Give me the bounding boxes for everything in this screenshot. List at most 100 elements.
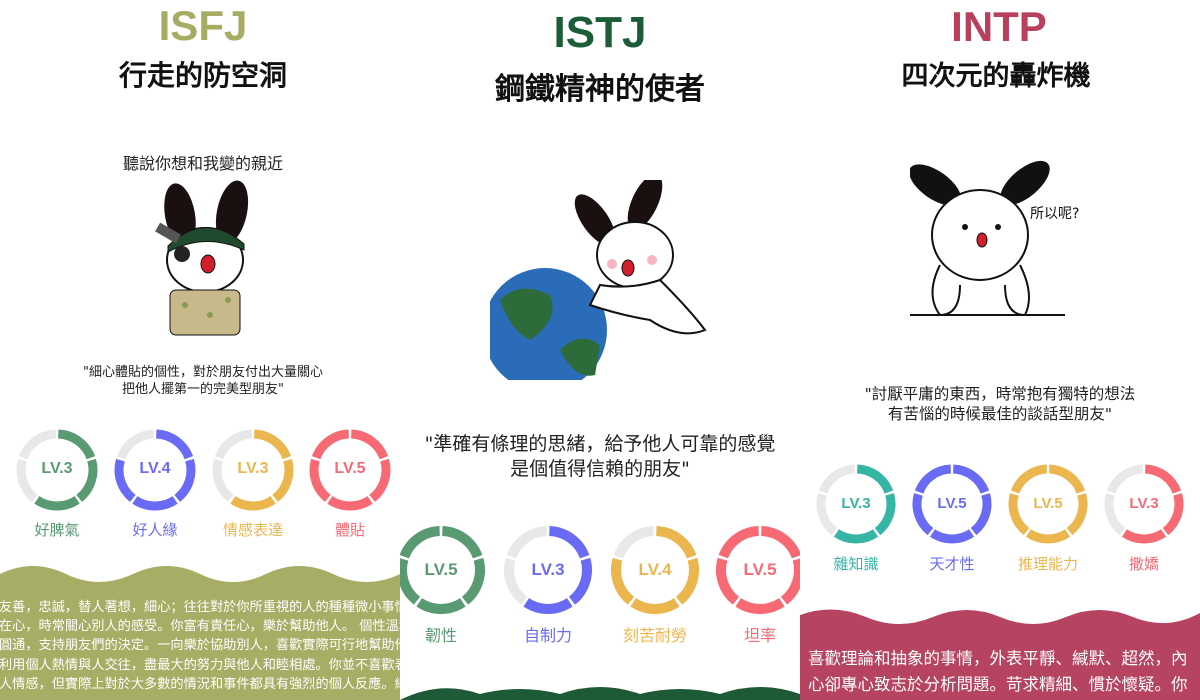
ring-segment-filled (1162, 493, 1184, 536)
quote-line: "準確有條理的思緒，給予他人可靠的感覺 (424, 433, 776, 455)
trait-label: 韌性 (424, 626, 458, 645)
ring-segment-empty (818, 464, 856, 494)
level-ring: LV.3 (1100, 460, 1188, 548)
type-nickname: 四次元的轟炸機 (901, 61, 1091, 92)
ring-segment-filled (1066, 493, 1088, 536)
description-text: 喜歡理論和抽象的事情，外表平靜、緘默、超然，內 心卻專心致志於分析問題。苛求精細… (808, 646, 1188, 698)
trait-label: 好人緣 (132, 521, 178, 539)
ring-segment-filled (461, 557, 485, 605)
description-line: 友善，忠誠，替人著想，細心；往往對於你所重視的人的種種微小事情牢記 (0, 600, 400, 615)
level-ring: LV.5 (305, 425, 395, 515)
speech-text: 所以呢? (1030, 206, 1080, 222)
trait-label: 坦率 (743, 626, 777, 645)
ring-segment-filled (309, 458, 331, 502)
ring-segment-empty (1104, 493, 1126, 536)
quote-line: 有苦惱的時候最佳的談話型朋友" (887, 405, 1113, 424)
level-text: LV.5 (937, 495, 967, 512)
trait-label: 雜知識 (833, 555, 879, 573)
level-ring: LV.5 (711, 521, 800, 619)
quote: "細心體貼的個性，對於朋友付出大量關心 把他人擺第一的完美型朋友" (3, 365, 400, 399)
ring-segment-filled (675, 557, 699, 605)
trait-label: 情感表達 (222, 521, 284, 539)
ring-segment-filled (416, 598, 466, 614)
level-ring: LV.3 (12, 425, 102, 515)
level-text: LV.5 (1033, 495, 1063, 512)
ring-segment-filled (253, 429, 292, 460)
ring-segment-empty (18, 429, 57, 460)
ring-segment-filled (952, 464, 990, 494)
ring-segment-empty (16, 458, 38, 502)
description-line: 心卻專心致志於分析問題。苛求精細、慣於懷疑。你 (808, 675, 1188, 694)
ring-segment-filled (760, 526, 800, 559)
level-text: LV.4 (638, 559, 672, 579)
ring-segment-empty (1106, 464, 1144, 494)
bunny-soldier-illustration (155, 180, 249, 336)
level-text: LV.3 (531, 559, 565, 579)
ring-segment-filled (114, 458, 136, 502)
ring-segment-filled (155, 429, 194, 460)
ring-segment-filled (230, 495, 276, 511)
description-line: 喜歡理論和抽象的事情，外表平靜、緘默、超然，內 (808, 649, 1188, 668)
ring-segment-filled (57, 429, 96, 460)
level-ring: LV.5 (400, 521, 490, 619)
quote: "準確有條理的思緒，給予他人可靠的感覺 是個值得信賴的朋友" (400, 432, 800, 481)
description-band (800, 609, 1200, 700)
illustration-caption: 聽說你想和我變的親近 (122, 154, 283, 173)
ring-segment-filled (311, 429, 350, 460)
ring-segment-filled (718, 526, 760, 559)
ring-segment-filled (914, 464, 952, 494)
level-text: LV.3 (41, 460, 73, 478)
description-line: 利用個人熱情與人交往，盡最大的努力與他人和睦相處。你並不喜歡表達個 (0, 657, 400, 673)
bunny-shrug-illustration (910, 160, 1065, 317)
ring-segment-filled (735, 598, 785, 614)
type-title: INTP (951, 3, 1047, 50)
trait-label: 推理能力 (1017, 555, 1079, 573)
type-title: ISFJ (158, 2, 248, 49)
ring-segment-empty (613, 526, 655, 559)
ring-segment-filled (548, 526, 590, 559)
ring-segment-filled (912, 493, 934, 536)
level-ring: LV.3 (812, 460, 900, 548)
level-text: LV.5 (334, 460, 366, 478)
ring-segment-filled (874, 493, 896, 536)
description-line: 在心，時常關心別人的感受。你富有責任心，樂於幫助他人。 個性溫和、 (0, 619, 400, 635)
type-title: ISTJ (553, 8, 647, 57)
ring-segment-filled (272, 458, 294, 502)
ring-segment-filled (1010, 464, 1048, 494)
trait-label: 刻苦耐勞 (622, 626, 688, 645)
ring-segment-filled (655, 526, 697, 559)
isfj-panel: ISFJ 行走的防空洞 聽說你想和我變的親近 "細心體貼的個性，對於朋友付出大量… (0, 0, 400, 700)
ring-segment-empty (506, 526, 548, 559)
ring-segment-filled (929, 529, 975, 544)
level-ring: LV.5 (1004, 460, 1092, 548)
quote-line: "細心體貼的個性，對於朋友付出大量關心 (83, 365, 323, 380)
level-text: LV.5 (424, 559, 458, 579)
trait-label: 撒嬌 (1128, 555, 1160, 573)
type-nickname: 行走的防空洞 (118, 59, 287, 92)
ring-segment-filled (34, 495, 80, 511)
istj-panel: ISTJ 鋼鐵精神的使者 "準確有條理的思緒，給予他人可靠的感覺 是個值得信賴的… (400, 0, 800, 700)
ring-segment-filled (970, 493, 992, 536)
ring-segment-empty (212, 458, 234, 502)
ring-segment-filled (1025, 529, 1071, 544)
quote-line: "討厭平庸的東西，時常抱有獨特的想法 (864, 385, 1136, 403)
ring-segment-empty (504, 557, 528, 605)
bunny-globe-illustration (490, 180, 707, 380)
ring-segment-filled (568, 557, 592, 605)
ring-segment-filled (400, 526, 441, 559)
description-line: 人情感，但實際上對於大多數的情況和事件都具有強烈的個人反應。總結來 (0, 676, 400, 692)
quote: "討厭平庸的東西，時常抱有獨特的想法 有苦惱的時候最佳的談話型朋友" (800, 384, 1200, 424)
ring-segment-filled (523, 598, 573, 614)
description-band (400, 687, 800, 700)
trait-label: 天才性 (929, 555, 975, 573)
ring-segment-filled (780, 558, 800, 605)
ring-segment-filled (856, 464, 894, 494)
ring-segment-filled (1144, 464, 1182, 494)
ring-segment-filled (630, 598, 680, 614)
level-text: LV.3 (237, 460, 269, 478)
ring-segment-filled (174, 458, 196, 502)
description-band (0, 566, 400, 700)
ring-segment-filled (76, 458, 98, 502)
description-line: 圓通，支持朋友們的決定。一向樂於協助別人，喜歡實際可行地幫助他人。 (0, 638, 400, 654)
intp-panel: INTP 四次元的轟炸機 所以呢? "討厭平庸的東西，時常抱有獨特的想法 有苦惱… (800, 0, 1200, 700)
